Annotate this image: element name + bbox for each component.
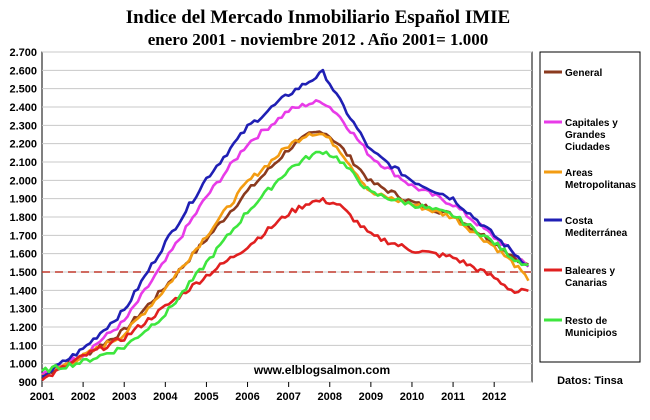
y-tick-label: 1.800 — [9, 212, 37, 224]
y-tick-label: 2.000 — [9, 175, 37, 187]
legend: General Capitales y Grandes Ciudades Areas Me… — [544, 68, 637, 339]
x-tick-label: 2002 — [71, 391, 95, 403]
y-tick-label: 2.500 — [9, 84, 37, 96]
y-tick-label: 1.200 — [9, 322, 37, 334]
source-note: Datos: Tinsa — [557, 375, 624, 387]
x-tick-label: 2009 — [359, 391, 383, 403]
series-line-3 — [41, 68, 529, 378]
x-tick-label: 2008 — [318, 391, 342, 403]
x-tick-label: 2006 — [235, 391, 259, 403]
y-tick-label: 2.200 — [9, 139, 37, 151]
x-tick-label: 2004 — [153, 391, 178, 403]
y-tick-label: 1.700 — [9, 230, 37, 242]
legend-label: General — [565, 68, 602, 79]
y-tick-label: 2.100 — [9, 157, 37, 169]
chart-subtitle: enero 2001 - noviembre 2012 . Año 2001= … — [148, 30, 489, 49]
series-line-1 — [41, 99, 530, 376]
legend-box — [539, 51, 641, 363]
y-tick-label: 1.900 — [9, 194, 37, 206]
series-line-4 — [41, 197, 529, 382]
y-tick-label: 2.400 — [9, 102, 37, 114]
chart-title: Indice del Mercado Inmobiliario Español … — [126, 7, 510, 28]
legend-label: Costa Mediterránea — [565, 216, 628, 239]
x-tick-label: 2001 — [30, 391, 54, 403]
legend-label: Areas Metropolitanas — [565, 168, 637, 191]
series-line-5 — [41, 150, 529, 374]
y-tick-label: 900 — [19, 377, 37, 389]
y-tick-label: 1.300 — [9, 304, 37, 316]
y-tick-label: 1.000 — [9, 359, 37, 371]
series-line-2 — [41, 132, 530, 378]
y-tick-label: 2.300 — [9, 120, 37, 132]
x-tick-label: 2005 — [194, 391, 218, 403]
y-tick-label: 1.500 — [9, 267, 37, 279]
legend-label: Capitales y Grandes Ciudades — [565, 118, 618, 153]
legend-label: Baleares y Canarias — [565, 266, 615, 289]
legend-label: Resto de Municipios — [565, 316, 618, 339]
y-tick-label: 2.700 — [9, 47, 37, 59]
watermark: www.elblogsalmon.com — [253, 363, 390, 377]
y-axis: 2.700 2.600 2.500 2.400 2.300 2.200 2.100 2.000… — [9, 47, 37, 389]
y-tick-label: 1.400 — [9, 285, 37, 297]
x-tick-label: 2012 — [482, 391, 506, 403]
x-tick-label: 2007 — [276, 391, 300, 403]
y-tick-label: 2.600 — [9, 65, 37, 77]
series-lines — [41, 68, 530, 382]
y-tick-label: 1.600 — [9, 249, 37, 261]
x-axis: 2001 2002 2003 2004 2005 2006 2007 2008 2009 2010… — [30, 382, 506, 403]
x-tick-label: 2010 — [400, 391, 424, 403]
x-tick-label: 2003 — [112, 391, 136, 403]
y-tick-label: 1.100 — [9, 340, 37, 352]
x-tick-label: 2011 — [441, 391, 465, 403]
